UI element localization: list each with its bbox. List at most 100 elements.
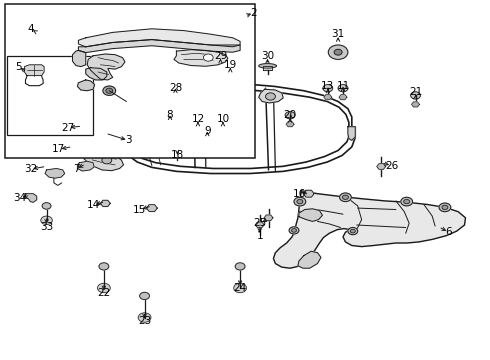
Polygon shape: [25, 194, 37, 202]
Circle shape: [98, 283, 110, 293]
Polygon shape: [86, 68, 107, 80]
Text: 6: 6: [445, 227, 452, 237]
Polygon shape: [286, 122, 294, 127]
Polygon shape: [339, 95, 347, 100]
Text: 19: 19: [223, 60, 237, 70]
Circle shape: [323, 85, 333, 92]
Polygon shape: [259, 89, 283, 103]
Polygon shape: [412, 102, 419, 107]
Bar: [5, 4, 255, 158]
Polygon shape: [68, 148, 77, 153]
Circle shape: [218, 115, 228, 122]
Circle shape: [102, 157, 112, 164]
Polygon shape: [171, 88, 182, 94]
Circle shape: [202, 128, 212, 135]
Polygon shape: [298, 251, 321, 268]
Text: 15: 15: [133, 204, 147, 215]
Circle shape: [163, 112, 177, 122]
Polygon shape: [77, 80, 95, 91]
Polygon shape: [194, 125, 202, 130]
Circle shape: [41, 216, 52, 225]
Polygon shape: [174, 50, 228, 66]
Text: 16: 16: [293, 189, 306, 199]
Polygon shape: [78, 40, 240, 53]
Text: 10: 10: [217, 114, 229, 124]
Polygon shape: [299, 209, 322, 221]
Circle shape: [411, 92, 420, 99]
Text: 34: 34: [13, 193, 26, 203]
Text: 32: 32: [24, 164, 37, 174]
Circle shape: [439, 203, 451, 212]
Text: 26: 26: [385, 161, 399, 171]
Text: 27: 27: [61, 123, 74, 133]
Circle shape: [285, 112, 295, 119]
Circle shape: [404, 199, 410, 204]
Text: 23: 23: [138, 316, 151, 327]
Circle shape: [79, 128, 85, 132]
Polygon shape: [24, 65, 44, 76]
Text: 14: 14: [86, 200, 100, 210]
Circle shape: [203, 54, 213, 61]
Circle shape: [266, 93, 275, 100]
Polygon shape: [303, 190, 314, 197]
Polygon shape: [219, 125, 227, 130]
Text: 29: 29: [214, 51, 227, 61]
Polygon shape: [126, 101, 148, 114]
Circle shape: [292, 229, 296, 232]
Text: 4: 4: [27, 24, 34, 34]
Polygon shape: [164, 117, 176, 123]
Text: 9: 9: [204, 126, 211, 136]
Text: 18: 18: [171, 150, 184, 160]
Circle shape: [348, 228, 358, 235]
Circle shape: [350, 229, 355, 233]
Circle shape: [234, 283, 246, 293]
Circle shape: [294, 197, 306, 206]
Text: 20: 20: [284, 110, 296, 120]
Text: 13: 13: [321, 81, 335, 91]
Polygon shape: [100, 136, 122, 145]
Text: 8: 8: [167, 110, 173, 120]
Polygon shape: [203, 138, 211, 143]
Text: 5: 5: [15, 62, 22, 72]
Circle shape: [169, 83, 184, 94]
Polygon shape: [221, 73, 239, 78]
Text: 3: 3: [125, 135, 132, 145]
Polygon shape: [147, 204, 157, 212]
Polygon shape: [87, 54, 125, 80]
Polygon shape: [263, 66, 272, 70]
Polygon shape: [259, 64, 276, 68]
Polygon shape: [216, 64, 225, 68]
Circle shape: [401, 197, 413, 206]
Text: 25: 25: [253, 218, 267, 228]
Polygon shape: [78, 29, 240, 47]
Circle shape: [442, 205, 448, 210]
Polygon shape: [45, 168, 65, 178]
Text: 21: 21: [409, 87, 422, 97]
Polygon shape: [264, 215, 273, 221]
Text: 17: 17: [52, 144, 66, 154]
Text: 2: 2: [250, 8, 257, 18]
Polygon shape: [324, 95, 332, 100]
Polygon shape: [73, 50, 86, 67]
Bar: [7, 56, 93, 135]
Polygon shape: [82, 151, 123, 171]
Text: 12: 12: [191, 114, 205, 124]
Circle shape: [42, 203, 51, 209]
Polygon shape: [212, 62, 229, 66]
Text: 22: 22: [97, 288, 111, 298]
Circle shape: [235, 263, 245, 270]
Text: 1: 1: [256, 231, 263, 241]
Circle shape: [338, 85, 348, 92]
Circle shape: [170, 144, 185, 155]
Polygon shape: [100, 200, 110, 207]
Text: 30: 30: [261, 51, 274, 61]
Text: 11: 11: [336, 81, 350, 91]
Circle shape: [140, 292, 149, 300]
Text: 24: 24: [233, 283, 247, 293]
Text: 28: 28: [169, 83, 182, 93]
Polygon shape: [377, 164, 386, 169]
Circle shape: [297, 199, 303, 204]
Polygon shape: [172, 149, 183, 155]
Circle shape: [106, 88, 113, 93]
Circle shape: [340, 193, 351, 202]
